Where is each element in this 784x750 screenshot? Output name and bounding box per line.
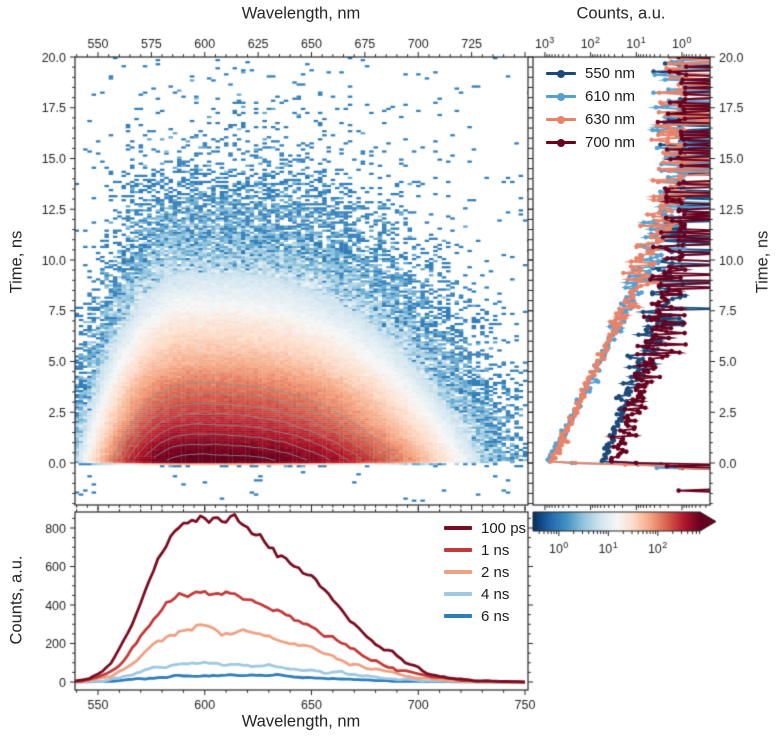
legend-line-swatch bbox=[444, 570, 472, 574]
decay-yaxis-title: Time, ns bbox=[753, 230, 772, 294]
legend-label: 630 nm bbox=[585, 111, 636, 128]
spectra-legend: 100 ps 1 ns 2 ns 4 ns 6 ns bbox=[444, 517, 526, 627]
legend-item-4ns: 4 ns bbox=[444, 583, 526, 605]
spectra-xaxis-title: Wavelength, nm bbox=[241, 712, 361, 731]
legend-line-swatch bbox=[546, 69, 576, 78]
legend-label: 100 ps bbox=[481, 519, 527, 537]
legend-line-swatch bbox=[546, 138, 576, 147]
decay-legend: 550 nm 610 nm 630 nm 700 nm bbox=[546, 62, 635, 154]
heatmap-xaxis-title: Wavelength, nm bbox=[241, 4, 361, 23]
decay-xaxis-title: Counts, a.u. bbox=[576, 4, 666, 23]
legend-marker-dot bbox=[557, 115, 565, 124]
legend-label: 4 ns bbox=[481, 585, 510, 603]
spectra-yaxis-title: Counts, a.u. bbox=[7, 555, 26, 645]
legend-label: 610 nm bbox=[585, 88, 636, 105]
legend-label: 1 ns bbox=[481, 541, 510, 559]
legend-item-550nm: 550 nm bbox=[546, 62, 635, 85]
legend-marker-dot bbox=[557, 69, 565, 78]
legend-item-700nm: 700 nm bbox=[546, 131, 635, 154]
legend-line-swatch bbox=[444, 614, 472, 618]
legend-item-100ps: 100 ps bbox=[444, 517, 526, 539]
legend-label: 2 ns bbox=[481, 563, 510, 581]
legend-line-swatch bbox=[444, 526, 472, 530]
legend-line-swatch bbox=[444, 548, 472, 552]
legend-line-swatch bbox=[546, 92, 576, 101]
legend-label: 700 nm bbox=[585, 134, 636, 151]
legend-item-630nm: 630 nm bbox=[546, 108, 635, 131]
legend-item-1ns: 1 ns bbox=[444, 539, 526, 561]
legend-label: 6 ns bbox=[481, 607, 510, 625]
legend-marker-dot bbox=[557, 138, 565, 147]
legend-marker-dot bbox=[557, 92, 565, 101]
legend-item-6ns: 6 ns bbox=[444, 605, 526, 627]
legend-item-2ns: 2 ns bbox=[444, 561, 526, 583]
legend-line-swatch bbox=[546, 115, 576, 124]
legend-label: 550 nm bbox=[585, 65, 636, 82]
heatmap-yaxis-title: Time, ns bbox=[7, 230, 26, 294]
legend-item-610nm: 610 nm bbox=[546, 85, 635, 108]
legend-line-swatch bbox=[444, 592, 472, 596]
